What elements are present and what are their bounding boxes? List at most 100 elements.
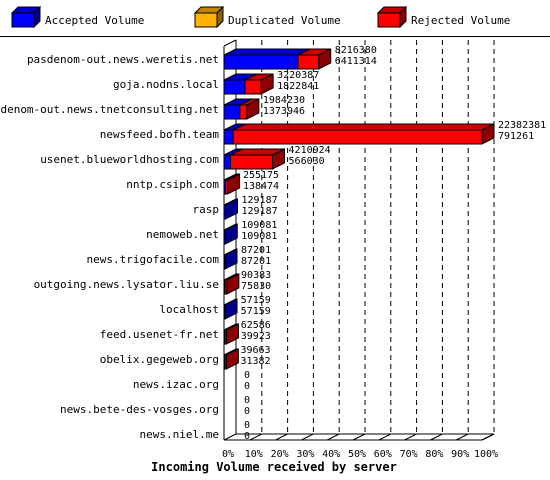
bar-group-nemoweb-net bbox=[223, 223, 238, 245]
y-label-feed-usenet-fr-net: feed.usenet-fr.net bbox=[100, 328, 219, 341]
legend-swatch bbox=[377, 12, 401, 28]
value-accepted: 31382 bbox=[240, 356, 270, 367]
y-label-news-trigofacile-com: news.trigofacile.com bbox=[87, 253, 220, 266]
value-accepted: 566030 bbox=[289, 156, 325, 167]
bar-group-nntp-csiph-com bbox=[223, 173, 241, 195]
y-label-pasdenom-out-news-tnetconsulting-net: pasdenom-out.news.tnetconsulting.net bbox=[0, 103, 219, 116]
bar-rejected bbox=[224, 348, 239, 370]
y-label-rasp: rasp bbox=[193, 203, 220, 216]
x-axis-ticks: 0% 10% 20% 30% 40% 50% 60% 70% 80% 90% 100% bbox=[222, 449, 498, 460]
bar-rejected bbox=[224, 323, 239, 345]
bar-group-usenet-blueworldhosting-com bbox=[223, 148, 286, 170]
bar-rejected bbox=[297, 48, 332, 70]
x-tick-50: 50% bbox=[348, 449, 366, 460]
y-label-goja-nodns-local: goja.nodns.local bbox=[113, 78, 219, 91]
value-total: 109081 bbox=[241, 220, 277, 231]
value-total: 0 bbox=[244, 370, 250, 381]
value-total: 39663 bbox=[240, 345, 270, 356]
y-label-outgoing-news-lysator-liu-se: outgoing.news.lysator.liu.se bbox=[34, 278, 219, 291]
value-accepted: 87201 bbox=[241, 256, 271, 267]
x-tick-90: 90% bbox=[451, 449, 469, 460]
bar-accepted bbox=[223, 48, 311, 70]
x-tick-100: 100% bbox=[474, 449, 498, 460]
bar-rejected bbox=[224, 273, 240, 295]
bar-accepted bbox=[223, 248, 238, 270]
value-total: 90383 bbox=[241, 270, 271, 281]
value-accepted: 57159 bbox=[241, 306, 271, 317]
value-total: 255175 bbox=[243, 170, 279, 181]
value-total: 22382381 bbox=[498, 120, 546, 131]
y-label-nntp-csiph-com: nntp.csiph.com bbox=[126, 178, 219, 191]
value-accepted: 75830 bbox=[241, 281, 271, 292]
legend-label: Duplicated Volume bbox=[228, 14, 341, 27]
value-total: 3220387 bbox=[277, 70, 319, 81]
bar-group-pasdenom-out-news-tnetconsulting-net bbox=[223, 98, 260, 120]
x-tick-30: 30% bbox=[296, 449, 314, 460]
legend: Accepted Volume Duplicated Volume Rejected… bbox=[0, 5, 550, 37]
legend-swatch bbox=[194, 12, 218, 28]
y-label-news-izac-org: news.izac.org bbox=[133, 378, 219, 391]
bar-group-goja-nodns-local bbox=[223, 73, 274, 95]
bar-accepted bbox=[223, 223, 238, 245]
y-label-localhost: localhost bbox=[159, 303, 219, 316]
y-label-obelix-gegeweb-org: obelix.gegeweb.org bbox=[100, 353, 219, 366]
bar-group-news-trigofacile-com bbox=[223, 248, 238, 270]
bar-group-obelix-gegeweb-org bbox=[223, 348, 239, 370]
y-label-nemoweb-net: nemoweb.net bbox=[146, 228, 219, 241]
bar-group-pasdenom-out-news-weretis-net bbox=[223, 48, 332, 70]
y-label-newsfeed-bofh-team: newsfeed.bofh.team bbox=[100, 128, 220, 141]
value-accepted: 0 bbox=[244, 431, 250, 442]
value-accepted: 39923 bbox=[241, 331, 271, 342]
y-label-news-bete-des-vosges-org: news.bete-des-vosges.org bbox=[60, 403, 219, 416]
bar-group-outgoing-news-lysator-liu-se bbox=[223, 273, 240, 295]
x-tick-20: 20% bbox=[271, 449, 289, 460]
value-accepted: 109081 bbox=[241, 231, 277, 242]
value-total: 8216380 bbox=[335, 45, 377, 56]
y-label-pasdenom-out-news-weretis-net: pasdenom-out.news.weretis.net bbox=[27, 53, 219, 66]
bar-rejected bbox=[239, 98, 260, 120]
value-label-news-niel-me: 00 bbox=[244, 420, 250, 442]
x-tick-80: 80% bbox=[425, 449, 443, 460]
value-label-news-bete-des-vosges-org: 00 bbox=[244, 395, 250, 417]
bar-accepted bbox=[223, 298, 238, 320]
y-label-news-niel-me: news.niel.me bbox=[140, 428, 219, 441]
bar-rejected bbox=[244, 73, 274, 95]
x-axis-title: Incoming Volume received by server bbox=[151, 460, 397, 474]
value-total: 129187 bbox=[241, 195, 277, 206]
x-tick-40: 40% bbox=[322, 449, 340, 460]
value-total: 62586 bbox=[241, 320, 271, 331]
bar-group-feed-usenet-fr-net bbox=[223, 323, 239, 345]
value-accepted: 138474 bbox=[243, 181, 279, 192]
bar-group-newsfeed-bofh-team bbox=[223, 123, 495, 145]
value-label-news-izac-org: 00 bbox=[244, 370, 250, 392]
value-accepted: 0 bbox=[244, 381, 250, 392]
y-label-usenet-blueworldhosting-com: usenet.blueworldhosting.com bbox=[40, 153, 219, 166]
legend-label: Accepted Volume bbox=[45, 14, 144, 27]
bar-rejected bbox=[225, 173, 241, 195]
value-total: 0 bbox=[244, 420, 250, 431]
bar-accepted bbox=[223, 198, 238, 220]
value-accepted: 1822841 bbox=[277, 81, 319, 92]
value-total: 0 bbox=[244, 395, 250, 406]
value-accepted: 6411314 bbox=[335, 56, 377, 67]
x-tick-10: 10% bbox=[245, 449, 263, 460]
gridlines bbox=[249, 40, 495, 441]
value-accepted: 129187 bbox=[241, 206, 277, 217]
y-axis-labels: pasdenom-out.news.weretis.net goja.nodns.… bbox=[0, 53, 219, 441]
bar-group-rasp bbox=[223, 198, 238, 220]
legend-item-duplicated-volume: Duplicated Volume bbox=[193, 5, 341, 29]
